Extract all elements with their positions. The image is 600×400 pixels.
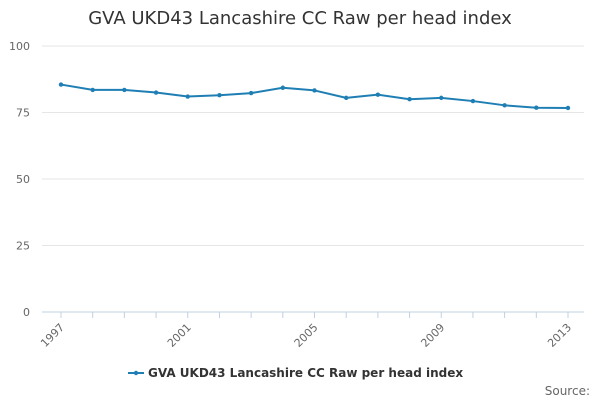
chart-title: GVA UKD43 Lancashire CC Raw per head ind… [88,8,512,29]
data-point-2006[interactable] [343,95,349,101]
legend-swatch-marker [133,370,139,376]
series-line-0 [60,83,569,109]
x-tick-label-2009: 2009 [418,321,447,350]
data-point-2005[interactable] [312,88,317,93]
y-tick-label-0: 0 [23,306,30,319]
data-point-2004[interactable] [280,85,286,90]
data-point-2003[interactable] [248,90,254,96]
x-tick-label-2013: 2013 [545,321,574,350]
x-tick-label-2001: 2001 [165,321,194,350]
data-point-2000[interactable] [153,90,159,95]
data-point-2007[interactable] [375,92,381,97]
data-point-2011[interactable] [502,103,507,108]
data-point-2010[interactable] [470,98,476,104]
y-tick-label-75: 75 [16,107,30,120]
data-point-2009[interactable] [439,95,444,101]
axes [42,311,584,318]
data-point-2002[interactable] [217,93,222,98]
series-group [58,82,571,111]
data-point-2013[interactable] [565,105,571,111]
y-tick-label-25: 25 [16,240,30,253]
x-axis-tick-labels: 1997 2001 2005 2009 2013 [38,321,574,350]
data-point-1999[interactable] [122,87,127,93]
gridlines [42,45,584,246]
source-label: Source: [545,384,590,398]
y-tick-label-100: 100 [9,40,30,53]
data-point-1997[interactable] [58,82,64,87]
y-tick-label-50: 50 [16,173,30,186]
data-point-2012[interactable] [534,105,539,110]
legend-label: GVA UKD43 Lancashire CC Raw per head ind… [148,366,463,380]
x-tick-label-2005: 2005 [292,321,321,350]
y-axis-tick-labels: 0 25 50 75 100 [9,40,30,319]
data-point-2001[interactable] [185,94,190,99]
legend[interactable]: GVA UKD43 Lancashire CC Raw per head ind… [128,366,463,380]
data-point-1998[interactable] [90,87,95,93]
x-tick-label-1997: 1997 [38,321,67,350]
data-point-2008[interactable] [407,97,412,102]
